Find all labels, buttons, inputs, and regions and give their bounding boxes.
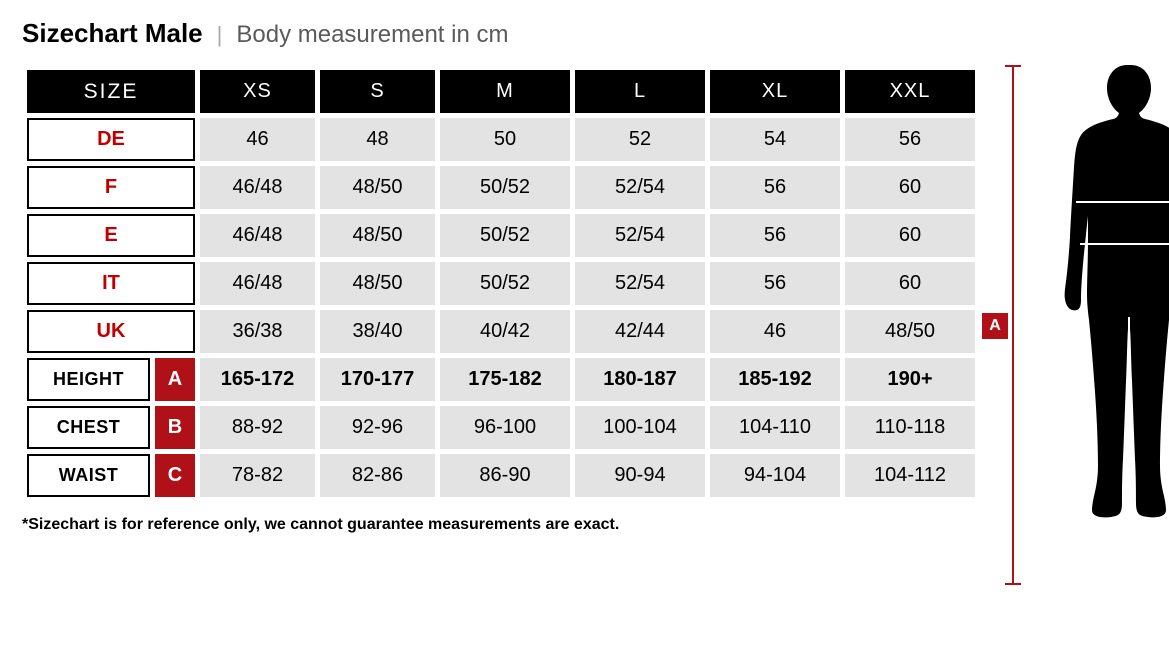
size-cell: 52/54 (575, 214, 705, 257)
measure-row: CHESTB88-9292-9696-100100-104104-110110-… (27, 406, 975, 449)
size-cell: 46/48 (200, 166, 315, 209)
size-cell: 56 (845, 118, 975, 161)
header-size: XL (710, 70, 840, 113)
measure-row: WAISTC78-8282-8686-9090-9494-104104-112 (27, 454, 975, 497)
measure-cell: 104-112 (845, 454, 975, 497)
size-cell: 52/54 (575, 166, 705, 209)
figure-badge-a: A (982, 313, 1008, 339)
measure-cell: 86-90 (440, 454, 570, 497)
country-row: DE464850525456 (27, 118, 975, 161)
size-cell: 60 (845, 262, 975, 305)
size-cell: 52 (575, 118, 705, 161)
measure-badge: C (155, 454, 195, 497)
height-line-cap-top (1005, 65, 1021, 67)
size-cell: 46 (200, 118, 315, 161)
size-cell: 56 (710, 262, 840, 305)
measure-cell: 110-118 (845, 406, 975, 449)
header-size-label: SIZE (27, 70, 195, 113)
size-cell: 50 (440, 118, 570, 161)
size-cell: 48/50 (320, 166, 435, 209)
body-figure: A B C (1002, 65, 1147, 595)
header-row: SIZE XS S M L XL XXL (27, 70, 975, 113)
measure-row: HEIGHTA165-172170-177175-182180-187185-1… (27, 358, 975, 401)
size-cell: 50/52 (440, 262, 570, 305)
country-row: IT46/4848/5050/5252/545660 (27, 262, 975, 305)
title-separator: | (217, 22, 223, 48)
measure-cell: 104-110 (710, 406, 840, 449)
size-cell: 46/48 (200, 214, 315, 257)
measure-cell: 90-94 (575, 454, 705, 497)
measure-badge: B (155, 406, 195, 449)
measure-badge: A (155, 358, 195, 401)
footnote: *Sizechart is for reference only, we can… (22, 516, 980, 534)
waist-line (1080, 243, 1169, 245)
size-cell: 36/38 (200, 310, 315, 353)
size-cell: 52/54 (575, 262, 705, 305)
header-size: XS (200, 70, 315, 113)
size-cell: 40/42 (440, 310, 570, 353)
measure-label-cell: HEIGHTA (27, 358, 195, 401)
header-size: M (440, 70, 570, 113)
measure-label: HEIGHT (27, 358, 150, 401)
size-cell: 50/52 (440, 214, 570, 257)
size-cell: 46/48 (200, 262, 315, 305)
measure-cell: 175-182 (440, 358, 570, 401)
measure-cell: 88-92 (200, 406, 315, 449)
size-cell: 38/40 (320, 310, 435, 353)
measure-cell: 190+ (845, 358, 975, 401)
measure-cell: 94-104 (710, 454, 840, 497)
country-row: UK36/3838/4040/4242/444648/50 (27, 310, 975, 353)
sizechart-table-wrap: SIZE XS S M L XL XXL DE464850525456F46/4… (22, 65, 980, 534)
measure-cell: 92-96 (320, 406, 435, 449)
chest-line (1076, 201, 1169, 203)
title-row: Sizechart Male | Body measurement in cm (22, 18, 1147, 49)
size-cell: 60 (845, 166, 975, 209)
measure-label-cell: CHESTB (27, 406, 195, 449)
measure-cell: 170-177 (320, 358, 435, 401)
size-cell: 42/44 (575, 310, 705, 353)
measure-cell: 100-104 (575, 406, 705, 449)
title-main: Sizechart Male (22, 18, 203, 49)
sizechart-table: SIZE XS S M L XL XXL DE464850525456F46/4… (22, 65, 980, 502)
size-cell: 48/50 (845, 310, 975, 353)
size-cell: 48/50 (320, 214, 435, 257)
country-row: E46/4848/5050/5252/545660 (27, 214, 975, 257)
measure-cell: 185-192 (710, 358, 840, 401)
country-label: F (27, 166, 195, 209)
size-cell: 60 (845, 214, 975, 257)
country-label: UK (27, 310, 195, 353)
header-size: L (575, 70, 705, 113)
measure-cell: 165-172 (200, 358, 315, 401)
country-row: F46/4848/5050/5252/545660 (27, 166, 975, 209)
size-cell: 48/50 (320, 262, 435, 305)
header-size: XXL (845, 70, 975, 113)
measure-cell: 82-86 (320, 454, 435, 497)
header-size: S (320, 70, 435, 113)
height-line (1012, 65, 1014, 585)
measure-label-cell: WAISTC (27, 454, 195, 497)
size-cell: 56 (710, 214, 840, 257)
size-cell: 56 (710, 166, 840, 209)
size-cell: 54 (710, 118, 840, 161)
country-label: DE (27, 118, 195, 161)
height-line-cap-bottom (1005, 583, 1021, 585)
body-silhouette-icon (1052, 65, 1169, 587)
measure-label: CHEST (27, 406, 150, 449)
measure-cell: 78-82 (200, 454, 315, 497)
measure-cell: 180-187 (575, 358, 705, 401)
measure-cell: 96-100 (440, 406, 570, 449)
country-label: E (27, 214, 195, 257)
measure-label: WAIST (27, 454, 150, 497)
size-cell: 46 (710, 310, 840, 353)
country-label: IT (27, 262, 195, 305)
title-subtitle: Body measurement in cm (236, 21, 508, 49)
size-cell: 50/52 (440, 166, 570, 209)
size-cell: 48 (320, 118, 435, 161)
